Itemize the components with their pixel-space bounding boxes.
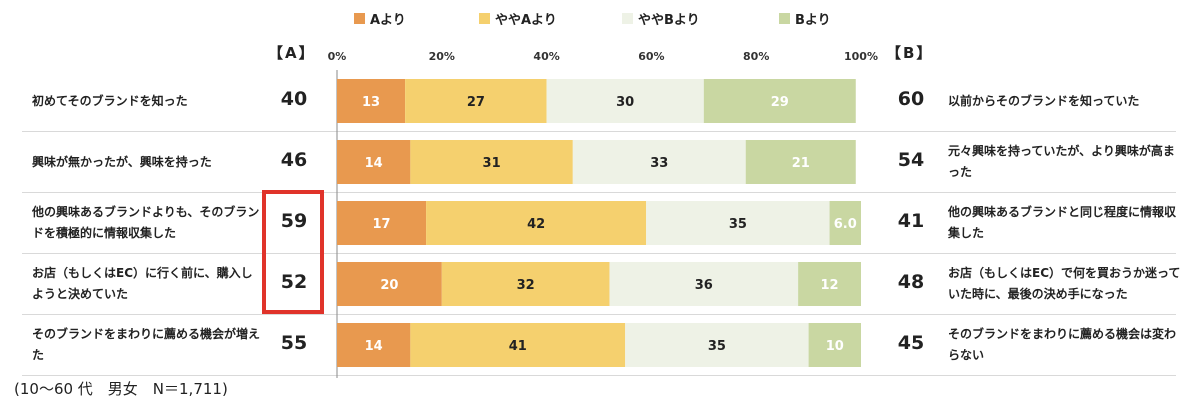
data-label: 30: [616, 95, 634, 110]
b-statement-label: 他の興味あるブランドと同じ程度に情報収集した: [948, 205, 1177, 240]
b-statement-label: 元々興味を持っていたが、より興味が高まった: [948, 144, 1175, 179]
bar-segment-a: [337, 323, 411, 367]
data-label: 6.0: [834, 217, 857, 232]
bar-segment-b: [703, 79, 856, 123]
data-label: 36: [695, 278, 713, 293]
legend-swatch: [779, 13, 790, 24]
a-header: 【A】: [268, 44, 316, 62]
legend-label: ややBより: [638, 13, 700, 28]
data-label: 13: [362, 95, 380, 110]
bar-segment-a: [337, 262, 442, 306]
data-label: 32: [517, 278, 535, 293]
bar-segment-somewhat-b: [625, 323, 809, 367]
b-statement-label: 以前からそのブランドを知っていた: [948, 93, 1140, 108]
a-statement-label: 初めてそのブランドを知った: [32, 93, 188, 108]
footnote: (10〜60 代 男女 N＝1,711): [14, 380, 228, 398]
bar-segment-somewhat-b: [646, 201, 830, 245]
bar-segment-somewhat-a: [410, 140, 573, 184]
b-total-value: 41: [897, 210, 925, 232]
x-tick-label: 60%: [638, 50, 664, 63]
data-label: 31: [483, 156, 501, 171]
bar-segment-somewhat-b: [572, 140, 746, 184]
a-total-value: 59: [280, 210, 308, 232]
bar-segment-b: [829, 201, 861, 245]
x-tick-label: 20%: [429, 50, 455, 63]
b-total-value: 45: [897, 332, 925, 354]
legend-label: Bより: [795, 13, 831, 28]
legend-item: ややBより: [622, 9, 700, 28]
a-statement-label: 他の興味あるブランドよりも、そのブランドを積極的に情報収集した: [32, 205, 260, 240]
data-label: 10: [826, 339, 844, 354]
data-label: 41: [509, 339, 527, 354]
a-total-value: 55: [280, 332, 308, 354]
data-label: 21: [792, 156, 810, 171]
data-label: 14: [365, 339, 383, 354]
legend-swatch: [354, 13, 365, 24]
bar-segment-a: [337, 79, 406, 123]
legend-swatch: [622, 13, 633, 24]
data-label: 33: [650, 156, 668, 171]
b-total-value: 48: [897, 271, 925, 293]
data-label: 35: [708, 339, 726, 354]
legend-label: Aより: [370, 13, 406, 28]
data-label: 42: [527, 217, 545, 232]
b-header: 【B】: [886, 44, 934, 62]
a-statement-label: そのブランドをまわりに薦める機会が増えた: [32, 327, 261, 362]
b-statement-label: お店（もしくはEC）で何を買おうか迷っていた時に、最後の決め手になった: [948, 266, 1181, 301]
data-label: 27: [467, 95, 485, 110]
x-tick-label: 40%: [533, 50, 559, 63]
bar-segment-somewhat-b: [609, 262, 799, 306]
x-tick-label: 0%: [328, 50, 347, 63]
legend-item: ややAより: [479, 9, 557, 28]
bar-segment-somewhat-a: [426, 201, 647, 245]
a-total-value: 52: [280, 271, 308, 293]
data-label: 12: [821, 278, 839, 293]
data-label: 29: [771, 95, 789, 110]
data-label: 14: [365, 156, 383, 171]
a-total-value: 46: [280, 149, 308, 171]
bar-segment-somewhat-a: [410, 323, 626, 367]
bar-segment-a: [337, 140, 411, 184]
data-label: 20: [380, 278, 398, 293]
bar-segment-somewhat-a: [441, 262, 610, 306]
a-total-value: 40: [280, 88, 308, 110]
bar-segment-somewhat-a: [405, 79, 547, 123]
bar-segment-b: [808, 323, 861, 367]
legend-label: ややAより: [495, 13, 557, 28]
b-total-value: 60: [897, 88, 925, 110]
b-statement-label: そのブランドをまわりに薦める機会は変わらない: [948, 327, 1177, 362]
chart-legend: Aより ややAより ややBより Bより: [0, 9, 1200, 29]
b-total-value: 54: [897, 149, 925, 171]
bar-segment-b: [798, 262, 861, 306]
bar-segment-b: [745, 140, 856, 184]
x-tick-label: 100%: [844, 50, 878, 63]
data-label: 17: [372, 217, 390, 232]
a-statement-label: お店（もしくはEC）に行く前に、購入しようと決めていた: [32, 266, 253, 301]
x-tick-label: 80%: [743, 50, 769, 63]
legend-item: Bより: [779, 9, 831, 28]
bar-segment-a: [337, 201, 427, 245]
legend-item: Aより: [354, 9, 406, 28]
highlight-box: [262, 190, 324, 314]
data-label: 35: [729, 217, 747, 232]
bar-segment-somewhat-b: [546, 79, 704, 123]
a-statement-label: 興味が無かったが、興味を持った: [32, 154, 212, 169]
legend-swatch: [479, 13, 490, 24]
